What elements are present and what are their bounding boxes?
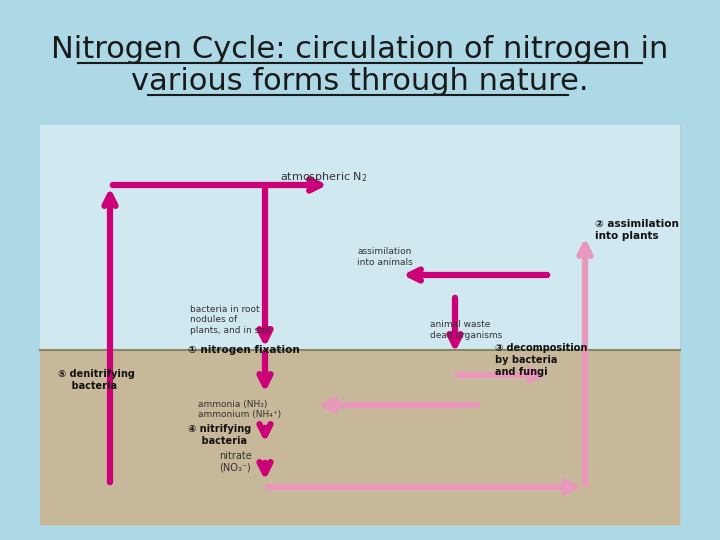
Text: bacteria in root
nodules of
plants, and in soil: bacteria in root nodules of plants, and …	[190, 305, 270, 335]
Polygon shape	[40, 125, 680, 525]
Polygon shape	[40, 125, 680, 350]
Text: various forms through nature.: various forms through nature.	[131, 68, 589, 97]
Text: ④ nitrifying
    bacteria: ④ nitrifying bacteria	[188, 424, 251, 446]
Text: ammonia (NH₃)
ammonium (NH₄⁺): ammonia (NH₃) ammonium (NH₄⁺)	[198, 400, 281, 420]
Text: nitrate
(NO₃⁻): nitrate (NO₃⁻)	[219, 451, 251, 473]
Text: animal waste
dead organisms: animal waste dead organisms	[430, 320, 503, 340]
Text: ① nitrogen fixation: ① nitrogen fixation	[188, 345, 300, 355]
Text: atmospheric N$_2$: atmospheric N$_2$	[280, 170, 367, 184]
Text: Nitrogen Cycle: circulation of nitrogen in: Nitrogen Cycle: circulation of nitrogen …	[51, 36, 669, 64]
Text: ⑤ denitrifying
    bacteria: ⑤ denitrifying bacteria	[58, 369, 135, 391]
Text: assimilation
into animals: assimilation into animals	[357, 247, 413, 267]
Polygon shape	[40, 350, 680, 525]
Text: ② assimilation
into plants: ② assimilation into plants	[595, 219, 679, 241]
Text: ③ decomposition
by bacteria
and fungi: ③ decomposition by bacteria and fungi	[495, 343, 588, 376]
